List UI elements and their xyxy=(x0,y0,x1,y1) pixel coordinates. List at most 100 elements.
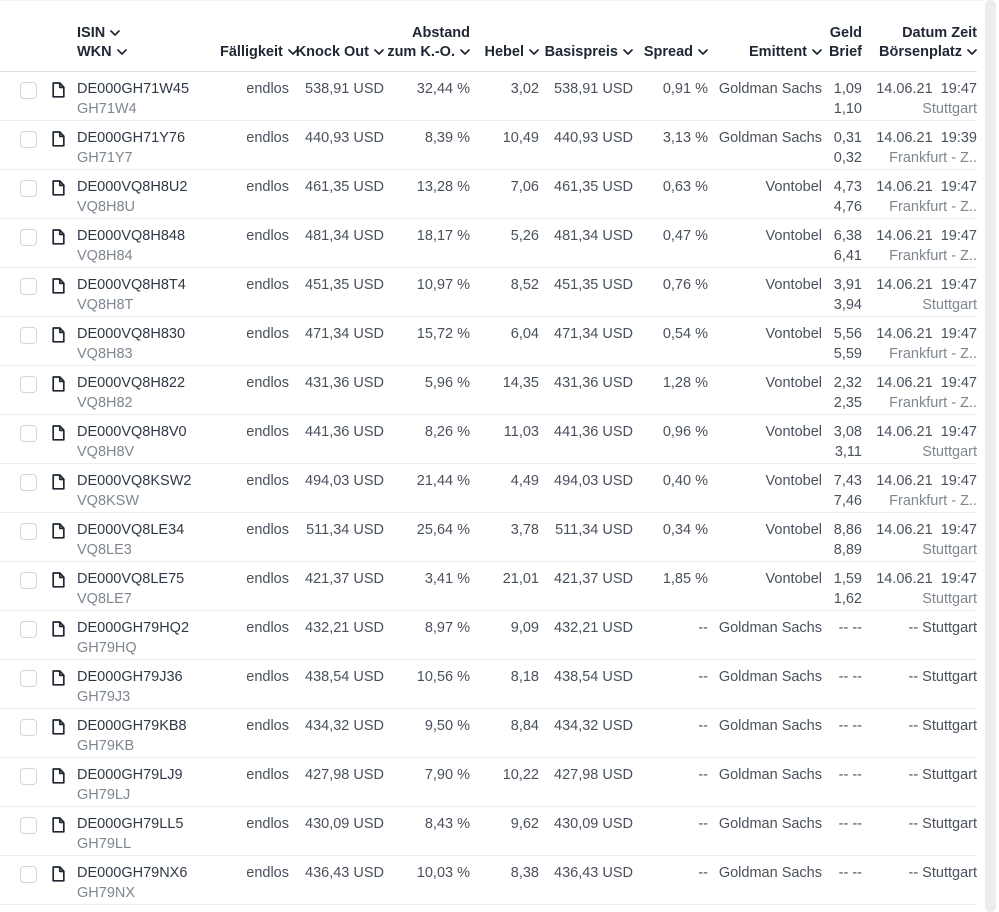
isin-link[interactable]: DE000VQ8KSW2 xyxy=(77,473,192,489)
table-row[interactable]: DE000VQ8LE34 VQ8LE3 endlos 511,34 USD 25,64 … xyxy=(0,512,977,562)
basispreis-value: 421,37 USD xyxy=(554,571,633,587)
document-icon[interactable] xyxy=(52,817,65,839)
row-checkbox[interactable] xyxy=(20,768,37,785)
document-icon[interactable] xyxy=(52,229,65,251)
hebel-value: 9,09 xyxy=(510,620,539,636)
isin-link[interactable]: DE000GH79LJ9 xyxy=(77,767,183,783)
table-row[interactable]: DE000VQ8H8U2 VQ8H8U endlos 461,35 USD 13,28 … xyxy=(0,169,977,219)
column-header-abstand[interactable]: Abstand zum K.-O. xyxy=(384,0,470,72)
document-icon[interactable] xyxy=(52,327,65,349)
document-icon[interactable] xyxy=(52,670,65,692)
geld-brief-value: 7,46 xyxy=(833,493,862,509)
table-row[interactable]: DE000GH79LJ9 GH79LJ endlos 427,98 USD 7,90 %… xyxy=(0,757,977,807)
isin-link[interactable]: DE000VQ8H848 xyxy=(77,228,186,244)
document-icon[interactable] xyxy=(52,376,65,398)
isin-link[interactable]: DE000VQ8H8V0 xyxy=(77,424,187,440)
abstand-value: 18,17 % xyxy=(416,228,470,244)
table-row[interactable]: DE000GH79LL5 GH79LL endlos 430,09 USD 8,43 %… xyxy=(0,806,977,856)
row-checkbox[interactable] xyxy=(20,670,37,687)
document-icon[interactable] xyxy=(52,621,65,643)
top-divider xyxy=(0,0,984,1)
column-header-emittent[interactable]: Emittent xyxy=(708,0,822,72)
isin-link[interactable]: DE000VQ8LE75 xyxy=(77,571,185,587)
document-icon[interactable] xyxy=(52,866,65,888)
document-icon[interactable] xyxy=(52,768,65,790)
spread-value: 0,76 % xyxy=(662,277,708,293)
isin-link[interactable]: DE000GH79NX6 xyxy=(77,865,188,881)
document-icon[interactable] xyxy=(52,131,65,153)
isin-link[interactable]: DE000VQ8LE34 xyxy=(77,522,185,538)
column-header-datum-boersenplatz[interactable]: Datum Zeit Börsenplatz xyxy=(862,0,977,72)
column-header-basispreis[interactable]: Basispreis xyxy=(539,0,633,72)
row-checkbox[interactable] xyxy=(20,719,37,736)
row-checkbox[interactable] xyxy=(20,180,37,197)
column-header-hebel[interactable]: Hebel xyxy=(470,0,539,72)
isin-link[interactable]: DE000GH79LL5 xyxy=(77,816,184,832)
spread-value: -- xyxy=(698,620,708,636)
row-checkbox[interactable] xyxy=(20,376,37,393)
isin-link[interactable]: DE000GH79KB8 xyxy=(77,718,187,734)
isin-link[interactable]: DE000GH79HQ2 xyxy=(77,620,190,636)
table-row[interactable]: DE000VQ8H8V0 VQ8H8V endlos 441,36 USD 8,26 %… xyxy=(0,414,977,464)
document-icon[interactable] xyxy=(52,82,65,104)
table-row[interactable]: DE000GH71Y76 GH71Y7 endlos 440,93 USD 8,39 %… xyxy=(0,120,977,170)
column-header-knock-out[interactable]: Knock Out xyxy=(289,0,384,72)
hebel-value: 10,49 xyxy=(502,130,539,146)
isin-link[interactable]: DE000VQ8H822 xyxy=(77,375,186,391)
row-checkbox[interactable] xyxy=(20,82,37,99)
row-checkbox[interactable] xyxy=(20,474,37,491)
isin-link[interactable]: DE000GH71Y76 xyxy=(77,130,186,146)
document-icon[interactable] xyxy=(52,180,65,202)
table-row[interactable]: DE000GH79HQ2 GH79HQ endlos 432,21 USD 8,97 %… xyxy=(0,610,977,660)
table-row[interactable]: DE000VQ8H830 VQ8H83 endlos 471,34 USD 15,72 … xyxy=(0,316,977,366)
row-checkbox[interactable] xyxy=(20,572,37,589)
vertical-scrollbar[interactable] xyxy=(985,0,996,912)
chevron-down-icon xyxy=(623,42,633,61)
abstand-value: 10,97 % xyxy=(416,277,470,293)
sort-wkn[interactable]: WKN xyxy=(77,43,220,62)
knock-out-value: 430,09 USD xyxy=(305,816,384,832)
knock-out-value: 438,54 USD xyxy=(305,669,384,685)
document-icon[interactable] xyxy=(52,572,65,594)
document-icon[interactable] xyxy=(52,474,65,496)
knock-out-value: 538,91 USD xyxy=(305,81,384,97)
isin-link[interactable]: DE000GH79J36 xyxy=(77,669,183,685)
row-checkbox[interactable] xyxy=(20,425,37,442)
document-icon[interactable] xyxy=(52,278,65,300)
geld-brief-value: -- -- xyxy=(838,767,862,783)
isin-link[interactable]: DE000VQ8H8U2 xyxy=(77,179,188,195)
table-row[interactable]: DE000GH79J36 GH79J3 endlos 438,54 USD 10,56 … xyxy=(0,659,977,709)
hebel-value: 9,62 xyxy=(510,816,539,832)
header-label-emittent: Emittent xyxy=(749,44,807,60)
row-checkbox[interactable] xyxy=(20,229,37,246)
row-checkbox[interactable] xyxy=(20,327,37,344)
table-row[interactable]: DE000VQ8H8T4 VQ8H8T endlos 451,35 USD 10,97 … xyxy=(0,267,977,317)
table-row[interactable]: DE000VQ8H822 VQ8H82 endlos 431,36 USD 5,96 %… xyxy=(0,365,977,415)
column-header-spread[interactable]: Spread xyxy=(633,0,708,72)
row-checkbox[interactable] xyxy=(20,817,37,834)
boersenplatz-value: Frankfurt - Z.. xyxy=(889,493,977,509)
isin-link[interactable]: DE000GH71W45 xyxy=(77,81,190,97)
document-icon[interactable] xyxy=(52,719,65,741)
column-header-faelligkeit[interactable]: Fälligkeit xyxy=(220,0,298,72)
isin-link[interactable]: DE000VQ8H8T4 xyxy=(77,277,186,293)
wkn-text: VQ8H8U xyxy=(77,199,136,215)
row-checkbox[interactable] xyxy=(20,278,37,295)
geld-brief-value: 8,89 xyxy=(833,542,862,558)
document-icon[interactable] xyxy=(52,523,65,545)
emittent-value: Goldman Sachs xyxy=(718,865,822,881)
row-checkbox[interactable] xyxy=(20,131,37,148)
row-checkbox[interactable] xyxy=(20,621,37,638)
document-icon[interactable] xyxy=(52,425,65,447)
row-checkbox[interactable] xyxy=(20,523,37,540)
table-row[interactable]: DE000VQ8H848 VQ8H84 endlos 481,34 USD 18,17 … xyxy=(0,218,977,268)
row-checkbox[interactable] xyxy=(20,866,37,883)
table-row[interactable]: DE000VQ8KSW2 VQ8KSW endlos 494,03 USD 21,44 … xyxy=(0,463,977,513)
isin-link[interactable]: DE000VQ8H830 xyxy=(77,326,186,342)
table-row[interactable]: DE000GH79NX6 GH79NX endlos 436,43 USD 10,03 … xyxy=(0,855,977,905)
table-row[interactable]: DE000VQ8LE75 VQ8LE7 endlos 421,37 USD 3,41 %… xyxy=(0,561,977,611)
boersenplatz-value: Stuttgart xyxy=(922,444,977,460)
sort-isin[interactable]: ISIN xyxy=(77,24,220,43)
table-row[interactable]: DE000GH79KB8 GH79KB endlos 434,32 USD 9,50 %… xyxy=(0,708,977,758)
table-row[interactable]: DE000GH71W45 GH71W4 endlos 538,91 USD 32,44 … xyxy=(0,71,977,121)
